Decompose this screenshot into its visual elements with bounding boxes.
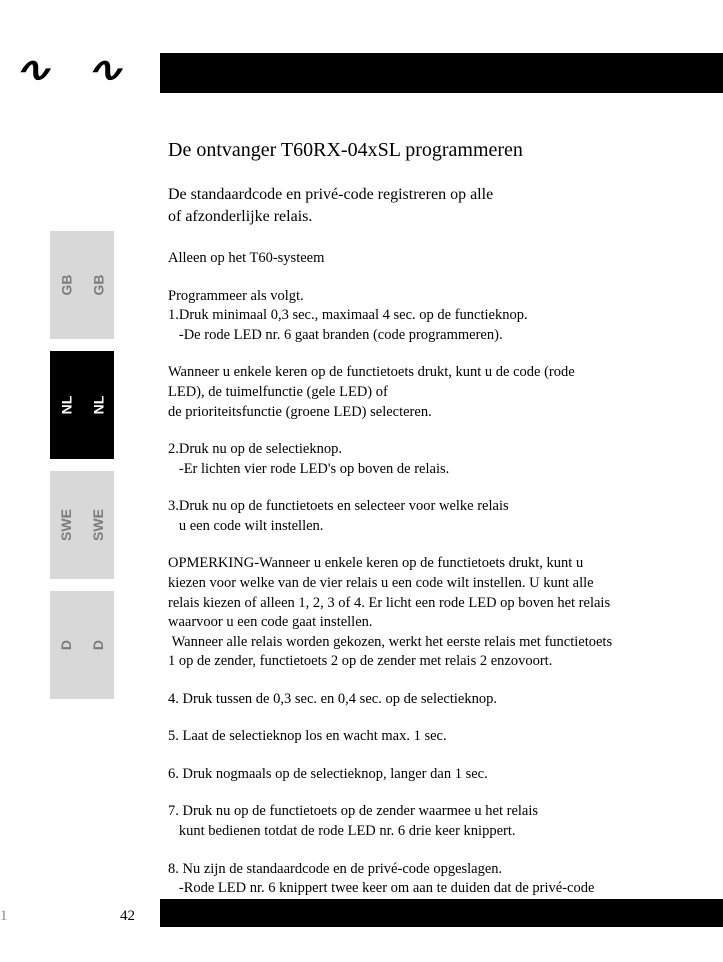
page-number: 42 <box>120 908 135 925</box>
lang-tab-gap <box>50 459 114 471</box>
language-tabs: GB GB NL NL SWE SWE D D <box>50 231 114 699</box>
paragraph: Programmeer als volgt. 1.Druk minimaal 0… <box>168 287 688 346</box>
lightning-icon: ∿ <box>86 50 123 90</box>
lang-tab-swe[interactable]: SWE SWE <box>50 471 114 579</box>
page-title: De ontvanger T60RX-04xSL programmeren <box>168 139 688 162</box>
paragraph: 7. Druk nu op de functietoets op de zend… <box>168 802 688 841</box>
paragraph: Alleen op het T60-systeem <box>168 249 688 269</box>
lang-tab-label: SWE <box>90 509 106 541</box>
lang-tab-d[interactable]: D D <box>50 591 114 699</box>
lang-tab-label: SWE <box>58 509 74 541</box>
lang-tab-label: D <box>58 640 74 650</box>
footer-bar <box>160 899 723 927</box>
lang-tab-label: GB <box>58 275 74 296</box>
lang-tab-label: GB <box>90 275 106 296</box>
lang-tab-gap <box>50 579 114 591</box>
document-content: De ontvanger T60RX-04xSL programmeren De… <box>168 139 688 936</box>
page-number-prev: 1 <box>0 908 8 925</box>
paragraph: 6. Druk nogmaals op de selectieknop, lan… <box>168 765 688 785</box>
lang-tab-gap <box>50 339 114 351</box>
paragraph: 5. Laat de selectieknop los en wacht max… <box>168 727 688 747</box>
lang-tab-gb[interactable]: GB GB <box>50 231 114 339</box>
lang-tab-label: D <box>90 640 106 650</box>
header-bar-black <box>160 53 723 93</box>
paragraph: Wanneer u enkele keren op de functietoet… <box>168 363 688 422</box>
paragraph: OPMERKING-Wanneer u enkele keren op de f… <box>168 554 688 671</box>
page-subtitle: De standaardcode en privé-code registrer… <box>168 184 688 227</box>
paragraph: 4. Druk tussen de 0,3 sec. en 0,4 sec. o… <box>168 690 688 710</box>
paragraph: 2.Druk nu op de selectieknop. -Er lichte… <box>168 440 688 479</box>
lang-tab-label: NL <box>90 396 106 415</box>
lang-tab-nl[interactable]: NL NL <box>50 351 114 459</box>
lang-tab-label: NL <box>58 396 74 415</box>
lightning-icon: ∿ <box>14 50 51 90</box>
paragraph: 3.Druk nu op de functietoets en selectee… <box>168 497 688 536</box>
